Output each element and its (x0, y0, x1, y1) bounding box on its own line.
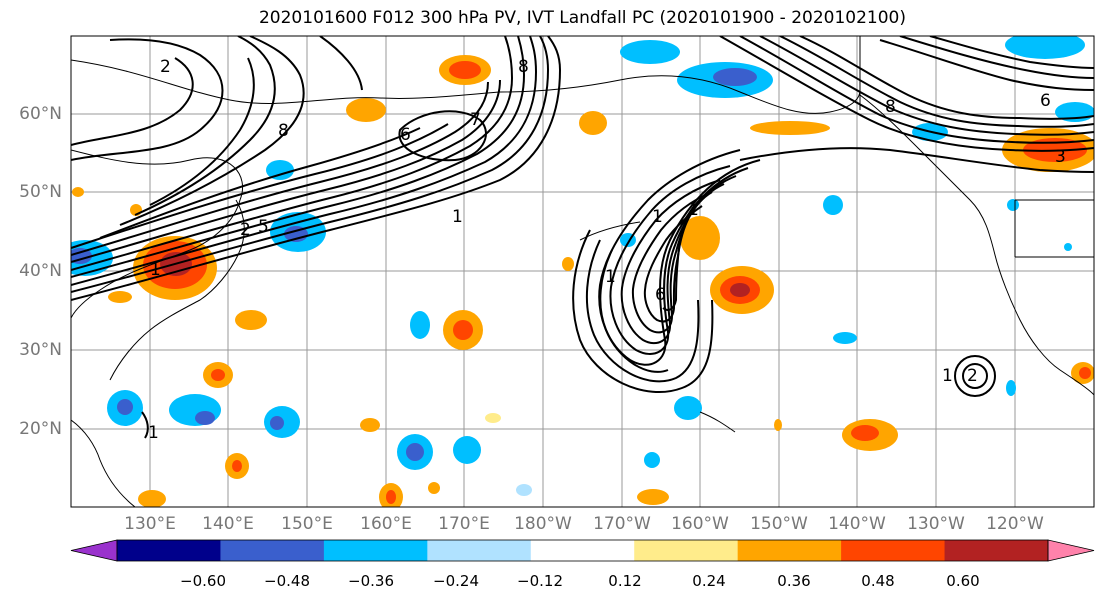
colorbar-label: −0.12 (517, 572, 563, 590)
lon-label: 180°W (514, 514, 572, 534)
colorbar-border (116, 539, 1049, 562)
lat-label: 40°N (19, 261, 62, 281)
colorbar-swatch (427, 540, 532, 561)
map-frame (70, 35, 1095, 508)
colorbar-swatch (530, 540, 635, 561)
contour-label: 8 (278, 121, 289, 141)
lon-label: 160°E (360, 514, 412, 534)
colorbar-label: −0.36 (348, 572, 394, 590)
contour-label: 6 (1040, 91, 1051, 111)
lon-label: 170°W (593, 514, 651, 534)
contour-label: 7 (470, 110, 481, 130)
contour-label: 1 (942, 366, 953, 386)
contour-label: 1 (452, 207, 463, 227)
contour-label: 3 (1055, 147, 1066, 167)
colorbar (70, 539, 1095, 562)
lat-label: 20°N (19, 419, 62, 439)
contour-labels: 2 8 8 6 7 1 2 1 5 1 1 6 1 1 2 8 6 3 1 (148, 57, 1066, 443)
contour-label: 1 (148, 423, 159, 443)
colorbar-arrow-left (70, 539, 118, 562)
colorbar-swatch (841, 540, 946, 561)
lon-label: 120°W (986, 514, 1044, 534)
contour-label: 1 (605, 267, 616, 287)
contour-label: 1 (150, 260, 161, 280)
lat-label: 60°N (19, 104, 62, 124)
lon-label: 170°E (438, 514, 490, 534)
colorbar-label: 0.24 (692, 572, 726, 590)
lat-label: 30°N (19, 340, 62, 360)
colorbar-label: −0.60 (180, 572, 226, 590)
contour-label: 2 (160, 57, 171, 77)
lon-label: 130°E (124, 514, 176, 534)
colorbar-swatch (323, 540, 428, 561)
contour-label: 2 (967, 366, 978, 386)
colorbar-swatch (634, 540, 739, 561)
colorbar-label: 0.60 (946, 572, 980, 590)
lon-label: 160°W (671, 514, 729, 534)
contour-label: 1 (688, 200, 699, 220)
colorbar-label: 0.12 (608, 572, 642, 590)
contour-label: 2 (240, 220, 251, 240)
contour-label: 6 (655, 285, 666, 305)
colorbar-swatch (944, 540, 1049, 561)
colorbar-arrow-right (1047, 539, 1095, 562)
colorbar-label: −0.24 (433, 572, 479, 590)
lon-label: 140°E (202, 514, 254, 534)
contour-label: 5 (258, 217, 269, 237)
lon-label: 140°W (828, 514, 886, 534)
contour-label: 1 (652, 207, 663, 227)
lon-label: 150°W (750, 514, 808, 534)
pv-contours (71, 36, 1094, 439)
colorbar-label: 0.48 (861, 572, 895, 590)
colorbar-label: 0.36 (777, 572, 811, 590)
contour-label: 6 (400, 125, 411, 145)
map-title: 2020101600 F012 300 hPa PV, IVT Landfall… (258, 8, 906, 28)
colorbar-swatch (117, 540, 221, 561)
contour-label: 8 (885, 97, 896, 117)
colorbar-swatch (220, 540, 325, 561)
contour-label: 8 (518, 57, 529, 77)
lon-label: 130°W (907, 514, 965, 534)
lon-label: 150°E (281, 514, 333, 534)
colorbar-swatch (737, 540, 842, 561)
colorbar-label: −0.48 (264, 572, 310, 590)
lat-label: 50°N (19, 182, 62, 202)
